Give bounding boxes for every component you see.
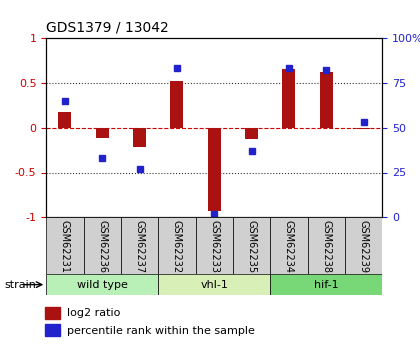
Bar bbox=[45, 324, 60, 336]
Bar bbox=[133, 128, 146, 147]
Bar bbox=[320, 72, 333, 128]
Text: GDS1379 / 13042: GDS1379 / 13042 bbox=[46, 20, 169, 34]
Bar bbox=[282, 69, 295, 128]
Bar bbox=[345, 217, 382, 274]
Bar bbox=[46, 217, 84, 274]
Text: GSM62231: GSM62231 bbox=[60, 220, 70, 273]
Text: strain: strain bbox=[4, 280, 36, 289]
Text: log2 ratio: log2 ratio bbox=[67, 308, 121, 318]
Bar bbox=[45, 307, 60, 319]
Bar bbox=[84, 217, 121, 274]
Text: GSM62233: GSM62233 bbox=[209, 220, 219, 273]
Text: GSM62232: GSM62232 bbox=[172, 220, 182, 273]
Bar bbox=[196, 217, 233, 274]
Text: GSM62239: GSM62239 bbox=[359, 220, 368, 273]
Bar bbox=[270, 217, 307, 274]
Bar bbox=[233, 217, 270, 274]
Bar bbox=[245, 128, 258, 139]
Bar bbox=[158, 274, 270, 295]
Text: GSM62234: GSM62234 bbox=[284, 220, 294, 273]
Bar bbox=[270, 274, 382, 295]
Bar bbox=[46, 274, 158, 295]
Text: vhl-1: vhl-1 bbox=[200, 280, 228, 289]
Bar bbox=[307, 217, 345, 274]
Bar bbox=[357, 128, 370, 129]
Text: GSM62238: GSM62238 bbox=[321, 220, 331, 273]
Bar bbox=[96, 128, 109, 138]
Bar bbox=[207, 128, 221, 211]
Bar bbox=[58, 111, 71, 128]
Text: hif-1: hif-1 bbox=[314, 280, 339, 289]
Text: wild type: wild type bbox=[77, 280, 128, 289]
Text: GSM62237: GSM62237 bbox=[134, 220, 144, 273]
Bar bbox=[121, 217, 158, 274]
Text: GSM62235: GSM62235 bbox=[247, 220, 257, 273]
Bar bbox=[171, 81, 184, 128]
Text: GSM62236: GSM62236 bbox=[97, 220, 107, 273]
Text: percentile rank within the sample: percentile rank within the sample bbox=[67, 326, 255, 335]
Bar bbox=[158, 217, 196, 274]
